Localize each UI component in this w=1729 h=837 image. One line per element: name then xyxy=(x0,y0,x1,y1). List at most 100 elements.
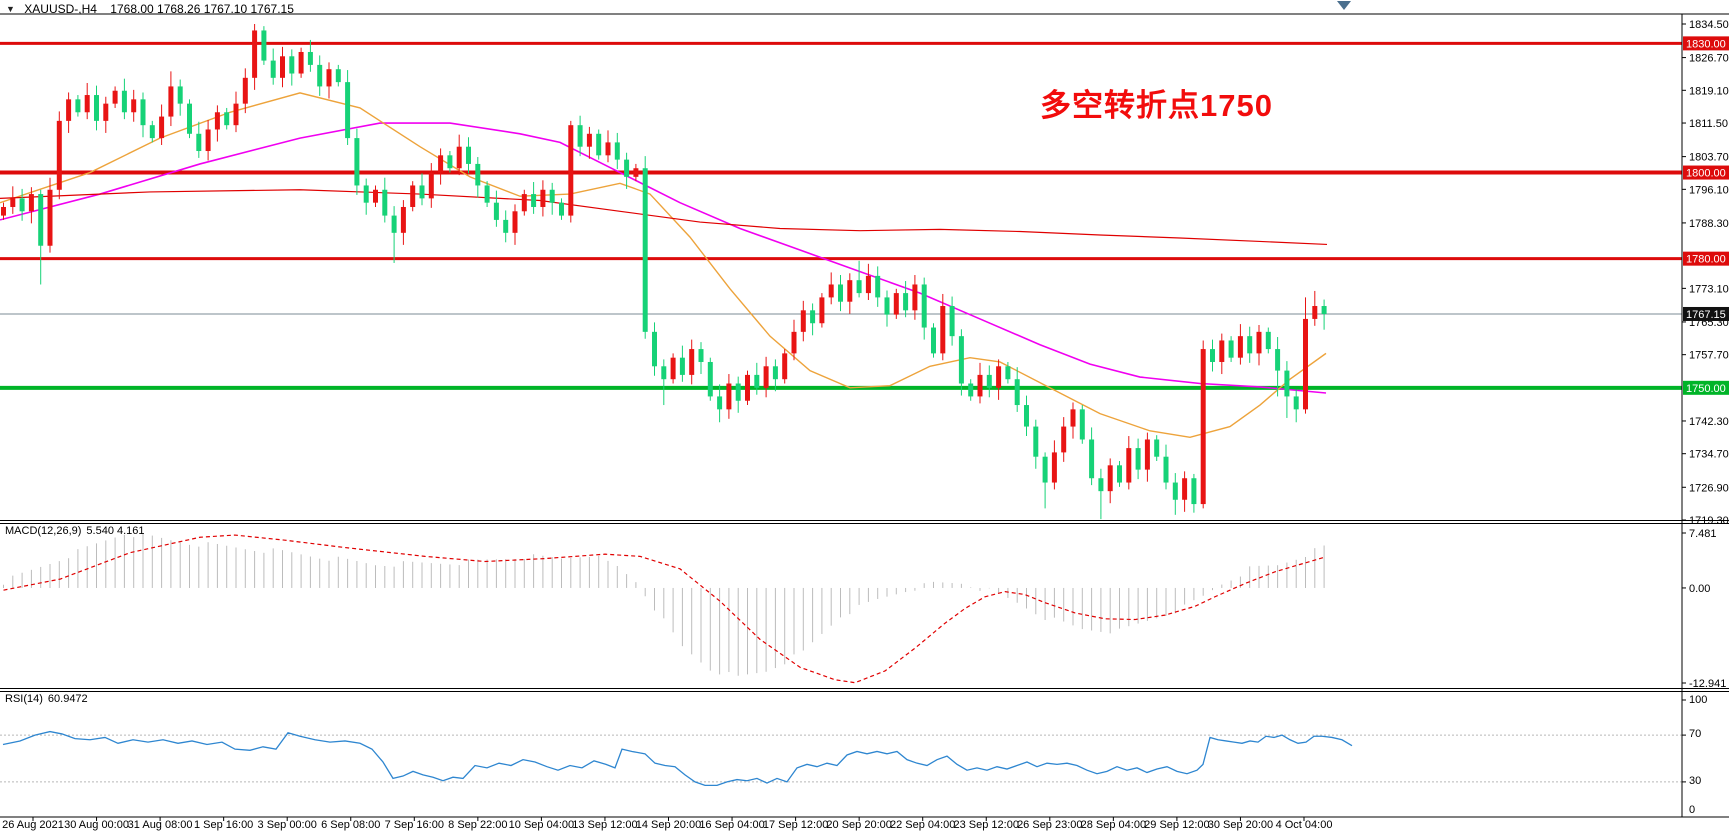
candle-body xyxy=(428,172,434,199)
candle-body xyxy=(828,284,834,298)
candle-body xyxy=(921,284,927,328)
candle-body xyxy=(1135,448,1141,470)
candle-body xyxy=(112,90,118,104)
candle-body xyxy=(679,357,685,375)
candle-body xyxy=(66,99,72,121)
price-level-chip xyxy=(1683,36,1729,51)
candle-body xyxy=(1256,331,1262,354)
candle-body xyxy=(865,275,871,294)
candle-body xyxy=(1228,340,1234,358)
price-tick-label: 1719.30 xyxy=(1689,515,1729,527)
candle-body xyxy=(363,185,369,203)
time-tick-label: 1 Sep 16:00 xyxy=(194,819,253,831)
rsi-panel[interactable] xyxy=(0,730,1682,787)
time-tick-label: 31 Aug 08:00 xyxy=(128,819,193,831)
candle-body xyxy=(568,125,574,216)
macd-values: 5.540 4.161 xyxy=(86,525,145,537)
price-level-chip xyxy=(1683,165,1729,180)
panel-borders xyxy=(0,13,1729,818)
time-tick-label: 7 Sep 16:00 xyxy=(385,819,444,831)
candle-body xyxy=(614,142,620,160)
symbol-dropdown-icon[interactable]: ▼ xyxy=(6,4,15,14)
time-tick-label: 17 Sep 12:00 xyxy=(763,819,828,831)
time-tick-label: 28 Sep 04:00 xyxy=(1081,819,1146,831)
candle-body xyxy=(103,103,109,121)
candle-body xyxy=(1219,340,1225,362)
indicator-scales: 7.481 0.00 -12.941 100 70 30 0 xyxy=(1682,528,1726,818)
scroll-to-end-icon[interactable] xyxy=(1337,1,1351,10)
macd-panel[interactable] xyxy=(3,533,1325,684)
macd-indicator-label: MACD(12,26,9) 5.540 4.161 xyxy=(5,525,150,537)
candle-body xyxy=(596,133,602,156)
quote-close: 1767.15 xyxy=(250,2,294,16)
candle-body xyxy=(354,138,360,186)
candle-body xyxy=(977,374,983,397)
candle-body xyxy=(958,336,964,384)
candle-body xyxy=(1061,426,1067,453)
candle-body xyxy=(94,95,99,121)
candle-body xyxy=(214,112,220,130)
price-tick-label: 1726.90 xyxy=(1689,482,1729,494)
candle-body xyxy=(242,77,248,104)
macd-tick-label: -12.941 xyxy=(1689,678,1726,690)
candle-body xyxy=(540,189,546,207)
candle-body xyxy=(307,51,313,65)
candle-body xyxy=(75,99,81,113)
candle-body xyxy=(912,284,918,311)
price-tick-label: 1834.50 xyxy=(1689,19,1729,31)
price-level-chip xyxy=(1683,306,1729,321)
candle-body xyxy=(931,327,936,354)
candle-body xyxy=(1144,439,1150,470)
candle-body xyxy=(233,103,239,126)
candle-body xyxy=(735,383,741,401)
candle-body xyxy=(875,275,881,298)
candle-body xyxy=(800,310,806,332)
price-tick-label: 1757.70 xyxy=(1689,350,1729,362)
chart-header: ▼ XAUUSD-,H4 1768.00 1768.26 1767.10 176… xyxy=(6,2,294,16)
candle-body xyxy=(717,396,723,410)
candle-body xyxy=(903,293,909,311)
candle-body xyxy=(1210,349,1215,362)
candle-body xyxy=(1312,306,1318,319)
candle-body xyxy=(382,189,388,216)
candle-body xyxy=(986,374,992,388)
price-scale[interactable]: 1834.50 1826.70 1819.10 1811.50 1803.70 1796.… xyxy=(1682,19,1729,527)
candle-body xyxy=(652,331,657,367)
candle-body xyxy=(38,194,44,246)
time-tick-label: 30 Sep 20:00 xyxy=(1208,819,1273,831)
candle-body xyxy=(47,189,53,246)
candle-body xyxy=(549,189,555,203)
candle-body xyxy=(438,155,444,173)
candle-body xyxy=(298,51,304,74)
candle-body xyxy=(168,86,174,117)
candle-body xyxy=(1237,336,1243,358)
rsi-tick-label: 30 xyxy=(1689,775,1701,787)
price-level-chip xyxy=(1683,251,1729,266)
price-tick-label: 1819.10 xyxy=(1689,85,1729,97)
candle-body xyxy=(605,142,611,156)
price-tick-label: 1796.10 xyxy=(1689,184,1729,196)
candle-body xyxy=(475,163,481,186)
candle-body xyxy=(1200,349,1206,505)
candle-body xyxy=(856,280,862,294)
candle-body xyxy=(121,90,127,113)
time-tick-label: 8 Sep 22:00 xyxy=(448,819,507,831)
quote-high: 1768.26 xyxy=(157,2,201,16)
macd-signal-line xyxy=(3,534,1325,684)
candle-body xyxy=(456,146,462,169)
price-tick-label: 1811.50 xyxy=(1689,118,1728,130)
price-tick-label: 1803.70 xyxy=(1689,152,1729,164)
candle-body xyxy=(782,353,788,380)
candle-body xyxy=(884,297,890,315)
candle-body xyxy=(1163,456,1169,483)
candle-body xyxy=(624,159,630,177)
candle-body xyxy=(373,189,378,203)
candle-body xyxy=(1182,478,1188,500)
candle-body xyxy=(131,99,137,113)
time-tick-label: 26 Sep 23:00 xyxy=(1017,819,1082,831)
candle-body xyxy=(661,366,667,380)
price-tick-label: 1742.30 xyxy=(1689,416,1729,428)
rsi-tick-label: 0 xyxy=(1689,804,1695,816)
